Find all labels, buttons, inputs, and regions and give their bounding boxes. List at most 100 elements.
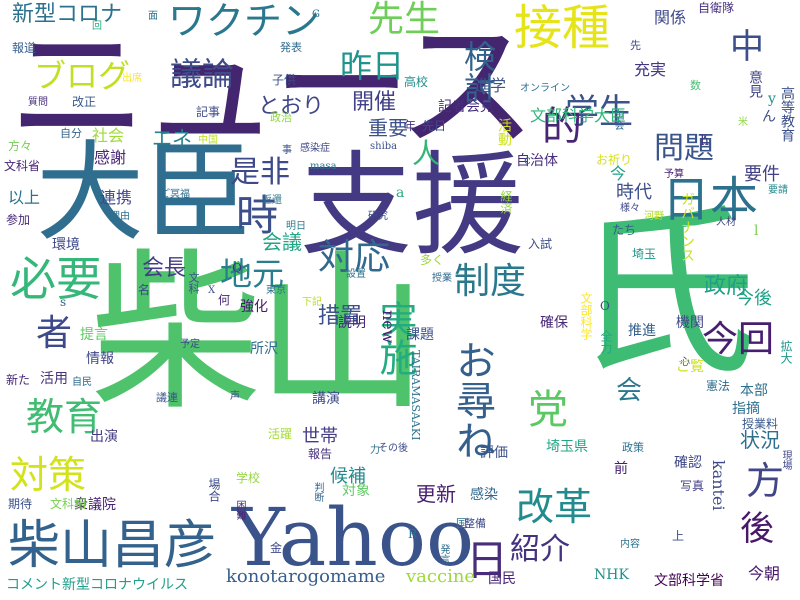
word: konotarogomame <box>226 566 386 587</box>
word: 柴山 <box>90 233 428 434</box>
word: 年 <box>404 119 417 133</box>
word: 新た <box>6 373 31 387</box>
word: 議論 <box>170 55 235 93</box>
word: 進学 <box>474 76 507 95</box>
word: 設置 <box>346 269 366 280</box>
word: お祈り <box>596 153 633 167</box>
word: 場合 <box>207 478 221 502</box>
word: ガバナンス <box>679 192 695 262</box>
word: 世帯 <box>302 426 338 447</box>
word: 更新 <box>416 482 456 506</box>
word: 講演 <box>312 391 340 407</box>
word: R <box>408 527 418 541</box>
word: 人 <box>412 137 441 170</box>
word: 教育 <box>26 395 103 439</box>
word: Yahoo <box>232 491 475 584</box>
word: a <box>396 185 405 201</box>
word: 指摘 <box>732 401 760 417</box>
word: vaccine <box>406 566 476 587</box>
word: 東京 <box>266 285 286 296</box>
word: 日本 <box>662 172 759 228</box>
word: masa <box>310 161 337 172</box>
word: 是非 <box>230 155 290 190</box>
word: 必要 <box>10 252 102 306</box>
word: 感染症 <box>300 143 330 154</box>
word: 意見 <box>747 70 763 98</box>
word: shiba <box>370 141 398 152</box>
word: 実施 <box>373 300 417 376</box>
word: 制度 <box>454 261 527 302</box>
word: 提言 <box>80 327 108 343</box>
word: 措置 <box>318 304 363 329</box>
word: 政治 <box>270 111 292 124</box>
word: X <box>208 285 216 296</box>
word: 中 <box>730 27 764 67</box>
word: ん <box>762 109 776 125</box>
word: 衆議院 <box>74 497 116 513</box>
word: 関係 <box>654 8 687 27</box>
word: 今 <box>610 164 627 183</box>
word: 拡大 <box>779 340 793 364</box>
word: 高等教育 <box>779 86 795 142</box>
word: 新型コロナ <box>12 2 123 27</box>
word: 自分 <box>60 127 82 140</box>
word: 方々 <box>8 139 33 153</box>
word: 時代 <box>616 182 652 203</box>
word: 今朝 <box>748 564 781 583</box>
word: 支援 <box>300 141 524 271</box>
word: 理由 <box>110 211 130 222</box>
word: 質問 <box>28 97 48 108</box>
word: 活動 <box>496 118 512 146</box>
word: 埼玉県 <box>546 439 588 455</box>
word: 下記 <box>302 297 322 308</box>
word: 検討 <box>459 40 497 104</box>
word: 先 <box>630 39 641 52</box>
word: エネ <box>152 126 192 150</box>
word: 活躍 <box>268 427 293 441</box>
word: 発表 <box>280 41 302 54</box>
word: 状況 <box>740 428 780 452</box>
word: 改革 <box>516 485 593 529</box>
word: ご覧 <box>676 359 704 375</box>
word: 自衛隊 <box>698 1 735 15</box>
word: 対応 <box>318 237 391 278</box>
word: 感謝 <box>94 148 127 167</box>
word: 候補 <box>330 466 366 487</box>
word: 重要 <box>368 116 408 140</box>
word: 要件 <box>744 164 780 185</box>
word: 今後 <box>736 288 772 309</box>
word: 推進 <box>628 323 656 339</box>
word: 会 <box>616 376 643 406</box>
word: 開催 <box>352 90 397 115</box>
word: 研究 <box>368 211 388 222</box>
word: 強化 <box>240 299 268 315</box>
word: 発言 <box>438 544 449 564</box>
word: その後 <box>378 443 408 454</box>
word: 回 <box>92 21 102 32</box>
word: 声 <box>230 391 240 402</box>
word: 対策 <box>10 453 87 497</box>
word: 大臣 <box>36 131 253 256</box>
word: オンライン <box>520 83 570 94</box>
word: new <box>379 310 398 344</box>
word: 問題 <box>654 131 714 166</box>
word: 後 <box>740 509 774 549</box>
word: 会長 <box>142 256 187 281</box>
word: 政府 <box>704 274 749 299</box>
word: NHK <box>594 567 629 583</box>
word: s <box>60 295 67 309</box>
word: 困難 <box>234 500 245 520</box>
word: 授業 <box>432 273 452 284</box>
word: 期待 <box>8 497 33 511</box>
word: G <box>312 9 320 20</box>
word: 先生 <box>368 0 441 40</box>
word: 前 <box>614 461 628 477</box>
word: 上 <box>672 529 685 543</box>
word: 明日 <box>286 221 306 232</box>
word: 連携 <box>100 188 133 207</box>
word: 参加 <box>6 213 31 227</box>
word: 出席 <box>122 73 142 84</box>
word: 報告 <box>308 447 333 461</box>
word: 社会 <box>92 126 125 145</box>
word: 環境 <box>52 237 80 253</box>
